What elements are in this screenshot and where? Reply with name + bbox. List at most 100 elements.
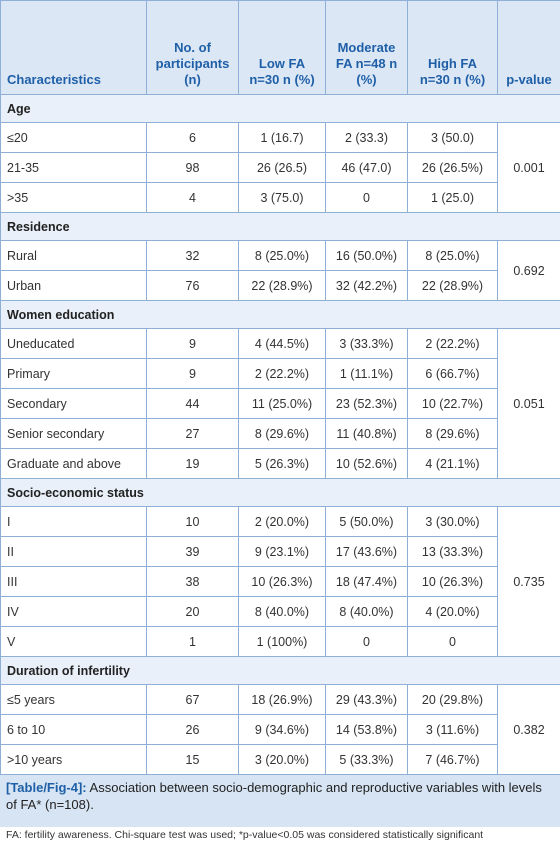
cell: 44 xyxy=(147,389,239,419)
cell: 6 (66.7%) xyxy=(408,359,498,389)
cell: 76 xyxy=(147,271,239,301)
header-cell: High FA n=30 n (%) xyxy=(408,1,498,95)
header-cell: Moderate FA n=48 n (%) xyxy=(326,1,408,95)
section-row: Women education xyxy=(1,301,560,329)
cell: 9 (23.1%) xyxy=(239,537,326,567)
cell: 20 xyxy=(147,597,239,627)
p-value: 0.001 xyxy=(498,123,560,213)
cell: 10 (26.3%) xyxy=(408,567,498,597)
cell: ≤20 xyxy=(1,123,147,153)
section-row: Duration of infertility xyxy=(1,657,560,685)
cell: 1 (25.0) xyxy=(408,183,498,213)
cell: II xyxy=(1,537,147,567)
cell: 8 (29.6%) xyxy=(239,419,326,449)
cell: 9 xyxy=(147,359,239,389)
cell: 1 (100%) xyxy=(239,627,326,657)
cell: 39 xyxy=(147,537,239,567)
header-cell: p-value xyxy=(498,1,560,95)
cell: 2 (33.3) xyxy=(326,123,408,153)
cell: 20 (29.8%) xyxy=(408,685,498,715)
cell: 8 (29.6%) xyxy=(408,419,498,449)
cell: 2 (20.0%) xyxy=(239,507,326,537)
cell: 6 to 10 xyxy=(1,715,147,745)
cell: Rural xyxy=(1,241,147,271)
cell: IV xyxy=(1,597,147,627)
cell: >10 years xyxy=(1,745,147,775)
section-title: Duration of infertility xyxy=(1,657,560,685)
cell: 15 xyxy=(147,745,239,775)
cell: 26 (26.5) xyxy=(239,153,326,183)
p-value: 0.735 xyxy=(498,507,560,657)
cell: 32 (42.2%) xyxy=(326,271,408,301)
section-row: Age xyxy=(1,95,560,123)
cell: 9 xyxy=(147,329,239,359)
cell: Secondary xyxy=(1,389,147,419)
cell: 0 xyxy=(326,183,408,213)
caption: [Table/Fig-4]: Association between socio… xyxy=(0,775,560,827)
cell: 2 (22.2%) xyxy=(408,329,498,359)
cell: 26 xyxy=(147,715,239,745)
header-cell: Low FA n=30 n (%) xyxy=(239,1,326,95)
cell: Primary xyxy=(1,359,147,389)
cell: 38 xyxy=(147,567,239,597)
cell: 6 xyxy=(147,123,239,153)
cell: 17 (43.6%) xyxy=(326,537,408,567)
cell: 29 (43.3%) xyxy=(326,685,408,715)
cell: 14 (53.8%) xyxy=(326,715,408,745)
cell: 2 (22.2%) xyxy=(239,359,326,389)
cell: 21-35 xyxy=(1,153,147,183)
section-title: Residence xyxy=(1,213,560,241)
cell: 3 (30.0%) xyxy=(408,507,498,537)
cell: 26 (26.5%) xyxy=(408,153,498,183)
cell: 32 xyxy=(147,241,239,271)
cell: 16 (50.0%) xyxy=(326,241,408,271)
section-row: Socio-economic status xyxy=(1,479,560,507)
cell: 5 (50.0%) xyxy=(326,507,408,537)
cell: 22 (28.9%) xyxy=(239,271,326,301)
cell: 8 (40.0%) xyxy=(326,597,408,627)
cell: 10 (52.6%) xyxy=(326,449,408,479)
cell: 23 (52.3%) xyxy=(326,389,408,419)
cell: 3 (11.6%) xyxy=(408,715,498,745)
caption-label: [Table/Fig-4]: xyxy=(6,780,87,795)
cell: 46 (47.0) xyxy=(326,153,408,183)
cell: 4 (20.0%) xyxy=(408,597,498,627)
cell: I xyxy=(1,507,147,537)
cell: 9 (34.6%) xyxy=(239,715,326,745)
cell: 4 xyxy=(147,183,239,213)
cell: 11 (25.0%) xyxy=(239,389,326,419)
cell: 67 xyxy=(147,685,239,715)
cell: 5 (26.3%) xyxy=(239,449,326,479)
cell: 98 xyxy=(147,153,239,183)
cell: Uneducated xyxy=(1,329,147,359)
caption-text: Association between socio-demographic an… xyxy=(6,780,542,812)
p-value: 0.051 xyxy=(498,329,560,479)
cell: 3 (33.3%) xyxy=(326,329,408,359)
cell: V xyxy=(1,627,147,657)
cell: 0 xyxy=(326,627,408,657)
cell: 1 (11.1%) xyxy=(326,359,408,389)
cell: 8 (25.0%) xyxy=(239,241,326,271)
cell: 8 (25.0%) xyxy=(408,241,498,271)
cell: 10 (26.3%) xyxy=(239,567,326,597)
cell: 18 (26.9%) xyxy=(239,685,326,715)
p-value: 0.382 xyxy=(498,685,560,775)
section-title: Women education xyxy=(1,301,560,329)
cell: 10 (22.7%) xyxy=(408,389,498,419)
